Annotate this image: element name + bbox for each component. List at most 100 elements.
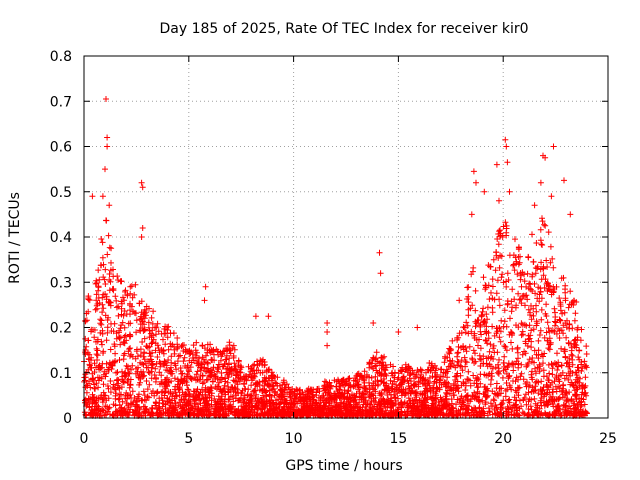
data-point	[197, 373, 204, 379]
data-point	[561, 309, 568, 316]
data-point	[445, 412, 452, 419]
data-point	[184, 382, 190, 389]
data-point	[328, 407, 335, 414]
data-point	[475, 384, 482, 390]
data-point	[535, 390, 542, 397]
data-point	[107, 389, 114, 396]
data-point	[442, 379, 449, 386]
data-point	[473, 336, 480, 343]
data-point	[164, 327, 171, 333]
data-point	[297, 412, 304, 419]
data-point	[279, 381, 286, 388]
data-point	[92, 385, 99, 392]
data-point	[537, 397, 544, 404]
data-point	[134, 346, 140, 353]
data-point	[261, 362, 268, 369]
data-point	[217, 397, 224, 403]
data-point	[557, 307, 564, 314]
data-point	[269, 401, 276, 408]
data-point	[467, 398, 474, 405]
data-point	[160, 412, 166, 419]
data-point	[82, 397, 88, 404]
data-point	[381, 379, 388, 386]
data-point	[138, 234, 145, 240]
data-point	[476, 396, 482, 403]
data-point	[414, 324, 421, 331]
data-point	[567, 288, 574, 295]
data-point	[451, 392, 458, 399]
data-point	[324, 342, 331, 349]
data-point	[472, 323, 479, 330]
data-point	[539, 242, 546, 248]
data-point	[273, 397, 279, 404]
data-point	[106, 202, 113, 209]
data-point	[500, 359, 507, 366]
data-point	[541, 221, 548, 228]
data-point	[230, 388, 237, 395]
data-point	[96, 374, 103, 381]
data-point	[538, 391, 545, 398]
data-point	[194, 376, 201, 383]
data-point	[487, 400, 494, 407]
data-point	[562, 297, 569, 304]
data-point	[237, 409, 244, 416]
data-point	[552, 383, 559, 390]
data-point	[423, 405, 430, 412]
data-point	[562, 402, 569, 409]
data-point	[505, 397, 512, 404]
data-point	[454, 335, 460, 341]
data-point	[495, 255, 502, 261]
data-point	[104, 317, 111, 323]
data-point	[559, 382, 566, 389]
data-point	[565, 304, 572, 311]
data-point	[532, 270, 539, 277]
data-point	[153, 331, 159, 338]
data-point	[180, 396, 187, 403]
data-point	[472, 393, 479, 400]
data-point	[545, 377, 552, 383]
data-point	[109, 286, 116, 293]
data-point	[121, 379, 127, 386]
data-point	[515, 355, 521, 362]
data-point	[245, 408, 251, 415]
data-point	[162, 323, 169, 330]
data-point	[491, 397, 498, 404]
data-point	[221, 385, 228, 392]
data-point	[170, 330, 177, 337]
data-point	[471, 404, 478, 411]
data-point	[150, 336, 157, 343]
data-point	[497, 401, 504, 408]
data-point	[185, 398, 192, 405]
data-point	[126, 370, 133, 377]
data-point	[117, 278, 124, 285]
data-point	[508, 386, 515, 393]
data-point	[391, 391, 397, 398]
data-point	[432, 401, 439, 408]
data-point	[576, 347, 583, 354]
data-point	[352, 404, 358, 411]
data-point	[100, 305, 107, 312]
data-point	[278, 387, 285, 394]
data-point	[492, 267, 499, 274]
data-point	[369, 363, 375, 370]
data-point	[447, 384, 454, 391]
data-point	[415, 368, 422, 375]
data-point	[489, 304, 496, 311]
data-point	[102, 291, 109, 297]
data-point	[93, 280, 100, 286]
data-point	[398, 388, 405, 395]
data-point	[132, 401, 139, 408]
data-point	[295, 398, 302, 405]
data-point	[449, 337, 456, 344]
data-point	[470, 168, 477, 175]
data-point	[528, 406, 535, 413]
data-point	[392, 407, 399, 414]
data-point	[496, 228, 503, 235]
data-point	[139, 184, 146, 191]
data-point	[86, 361, 93, 368]
data-point	[490, 256, 497, 263]
data-point	[376, 360, 383, 367]
data-point	[101, 276, 108, 283]
data-point	[259, 388, 265, 394]
data-point	[520, 376, 527, 383]
